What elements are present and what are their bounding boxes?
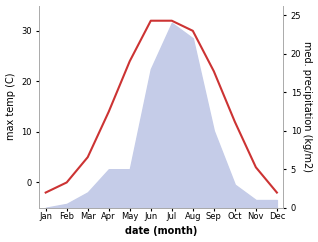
X-axis label: date (month): date (month) xyxy=(125,227,197,236)
Y-axis label: med. precipitation (kg/m2): med. precipitation (kg/m2) xyxy=(302,41,313,172)
Y-axis label: max temp (C): max temp (C) xyxy=(5,73,16,140)
